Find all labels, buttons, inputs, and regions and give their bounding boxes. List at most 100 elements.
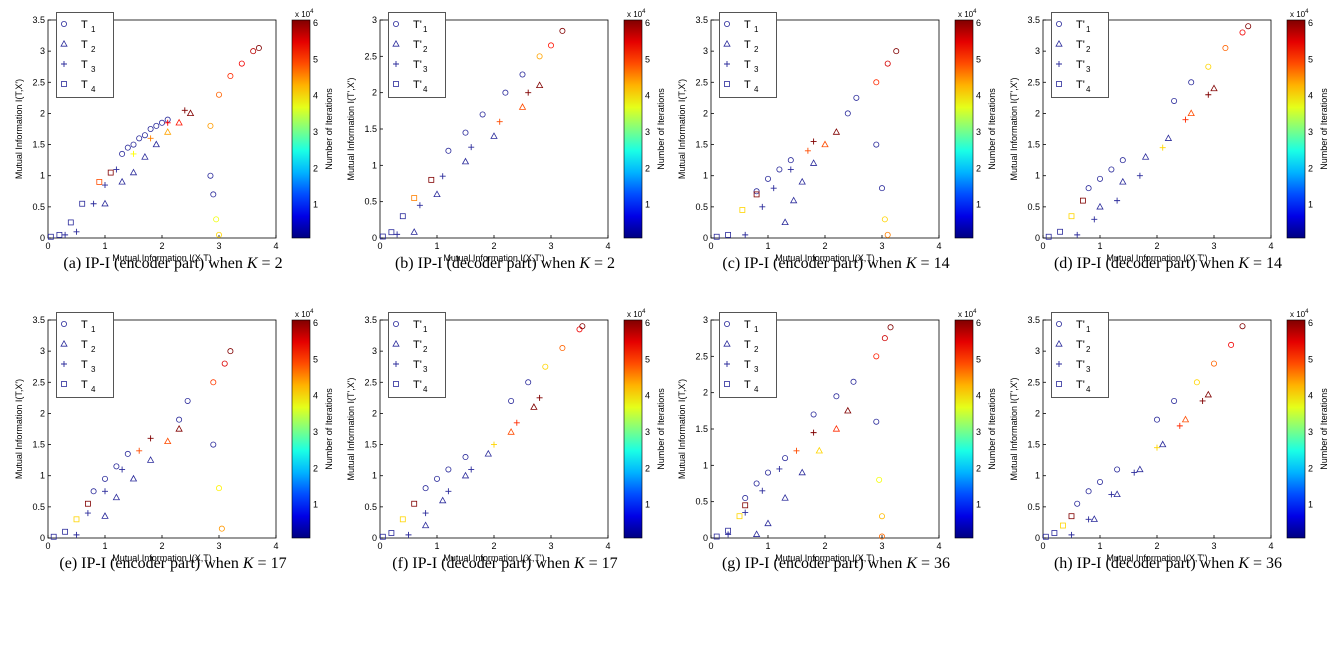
data-point (804, 147, 811, 154)
x-tick-label: 0 (708, 541, 713, 551)
legend-item: T' 2 (1052, 337, 1108, 355)
figure-caption: (h) IP-I (decoder part) when K = 36 (1003, 555, 1333, 573)
legend-subscript: 2 (423, 345, 428, 354)
data-point (1210, 84, 1218, 92)
x-tick-label: 4 (1268, 241, 1273, 251)
scatter-chart: 0 1 2 3 4 0 0.5 1 1.5 2 2.5 3 3.5 Mutual Information … (1009, 309, 1329, 563)
colorbar-exponent: x 104 (295, 309, 314, 319)
data-point (1171, 97, 1178, 104)
colorbar-exponent: x 104 (958, 9, 977, 19)
colorbar-exponent-power: 4 (642, 309, 646, 315)
colorbar (623, 319, 643, 539)
legend-subscript: 3 (423, 365, 428, 374)
data-point (130, 141, 137, 148)
y-tick-label: 3 (703, 315, 708, 325)
colorbar-tick-label: 5 (313, 354, 318, 364)
data-point (765, 175, 772, 182)
legend-subscript: 1 (91, 25, 96, 34)
data-point (1154, 444, 1160, 451)
plus-marker-icon (393, 61, 399, 67)
colorbar-tick-label: 6 (645, 318, 650, 328)
data-point (530, 403, 538, 410)
data-point (1060, 522, 1066, 529)
data-point (439, 173, 446, 180)
legend-label: T' (1076, 79, 1085, 91)
data-point (821, 140, 829, 148)
legend-subscript: 3 (754, 65, 759, 74)
data-point (255, 45, 262, 52)
data-point (810, 429, 817, 436)
data-point (893, 48, 900, 55)
y-tick-label: 1.5 (32, 440, 45, 450)
colorbar-tick-label: 2 (645, 163, 650, 173)
legend-label: T' (413, 59, 422, 71)
data-point (1114, 197, 1121, 204)
legend-subscript: 1 (423, 25, 428, 34)
data-point (399, 516, 406, 523)
square-marker-icon (724, 381, 730, 387)
data-point (468, 144, 475, 151)
data-point (759, 203, 766, 210)
legend-subscript: 2 (754, 345, 759, 354)
data-point (101, 199, 109, 207)
x-tick-label: 3 (216, 541, 221, 551)
legend-label: T (744, 59, 751, 71)
x-tick-label: 4 (936, 241, 941, 251)
data-point (832, 128, 841, 135)
legend-label: T (81, 339, 88, 351)
legend: T' 1 T' 2 T' 3 T' 4 (1051, 12, 1109, 98)
data-point (1096, 202, 1104, 210)
data-point (428, 176, 435, 183)
circle-marker-icon (393, 21, 399, 27)
x-tick-label: 3 (548, 541, 553, 551)
x-tick-label: 4 (936, 541, 941, 551)
chart-panel: 0 1 2 3 4 0 0.5 1 1.5 2 2.5 3 3.5 Mutual Information … (8, 4, 338, 294)
data-point (213, 216, 220, 223)
circle-marker-icon (724, 321, 730, 327)
colorbar-tick-label: 4 (976, 91, 981, 101)
data-point (1108, 491, 1115, 498)
data-point (210, 441, 217, 448)
y-tick-label: 0 (372, 533, 377, 543)
data-point (742, 502, 749, 509)
x-axis-label: Mutual Information I(X,T) (775, 553, 875, 563)
data-point (881, 216, 888, 223)
colorbar-exponent: x 104 (627, 309, 646, 319)
data-point (215, 485, 222, 492)
data-point (421, 521, 430, 529)
data-point (1239, 323, 1246, 330)
data-point (844, 406, 852, 414)
data-point (1159, 440, 1167, 448)
circle-marker-icon (724, 21, 730, 27)
colorbar-tick-label: 2 (976, 163, 981, 173)
y-tick-label: 3 (703, 46, 708, 56)
y-tick-label: 2 (40, 408, 45, 418)
data-point (525, 89, 532, 96)
data-point (873, 141, 880, 148)
data-point (119, 150, 126, 157)
colorbar-tick-label: 1 (313, 500, 318, 510)
data-point (73, 228, 80, 235)
x-tick-label: 4 (273, 241, 278, 251)
x-tick-label: 2 (822, 241, 827, 251)
data-point (887, 324, 894, 331)
data-point (1045, 233, 1052, 240)
data-point (405, 531, 412, 538)
data-point (1188, 79, 1195, 86)
data-point (1074, 500, 1081, 507)
legend-label: T (744, 319, 751, 331)
data-point (210, 191, 217, 198)
data-point (175, 424, 183, 432)
data-point (90, 488, 97, 495)
triangle-marker-icon (60, 39, 68, 47)
y-tick-label: 0.5 (364, 197, 377, 207)
triangle-marker-icon (392, 339, 400, 347)
x-tick-label: 0 (45, 241, 50, 251)
data-point (832, 424, 841, 432)
